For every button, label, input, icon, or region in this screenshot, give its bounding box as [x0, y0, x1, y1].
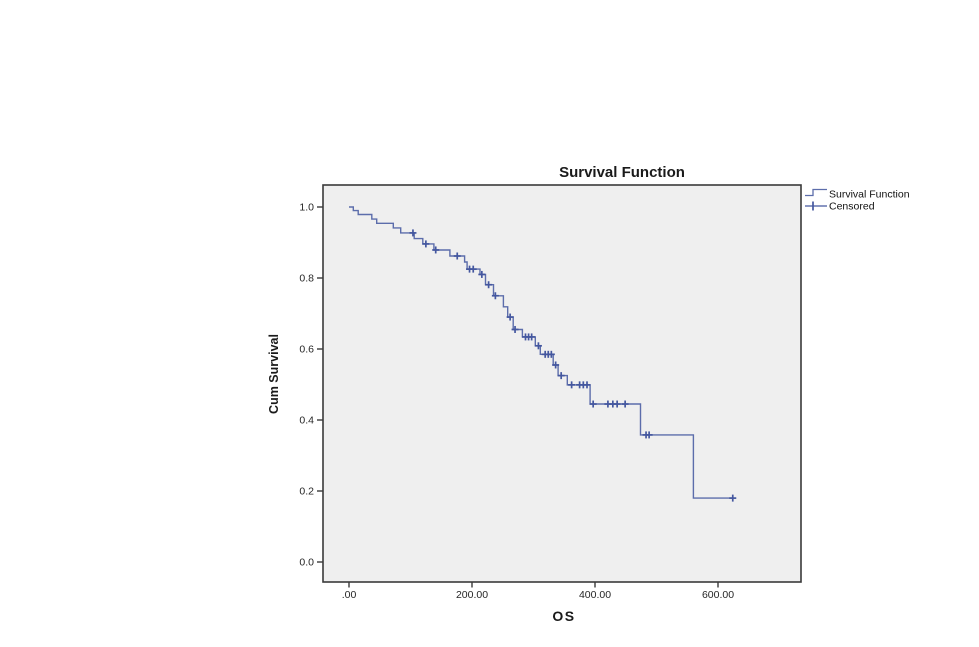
- y-tick-label: 0.8: [299, 273, 314, 285]
- legend-censored-label: Censored: [829, 201, 875, 213]
- legend: Survival Function Censored: [805, 189, 910, 213]
- x-axis: .00 200.00 400.00 600.00: [342, 582, 734, 601]
- x-axis-label: OS: [552, 608, 575, 624]
- y-axis-label: Cum Survival: [267, 334, 281, 414]
- chart-title: Survival Function: [559, 164, 685, 181]
- survival-step-path: [349, 206, 733, 499]
- y-tick-label: 0.4: [299, 415, 314, 427]
- x-tick-label: 600.00: [702, 589, 734, 601]
- plot-background: [323, 185, 801, 582]
- y-axis: 0.0 0.2 0.4 0.6 0.8 1.0: [299, 202, 323, 569]
- survival-curve: [349, 206, 733, 499]
- y-tick-label: 0.2: [299, 486, 314, 498]
- x-tick-label: 200.00: [456, 589, 488, 601]
- x-tick-label: 400.00: [579, 589, 611, 601]
- y-tick-label: 1.0: [299, 202, 314, 214]
- y-tick-label: 0.0: [299, 557, 314, 569]
- censored-marks: [409, 229, 737, 502]
- legend-survival-label: Survival Function: [829, 189, 910, 201]
- legend-censored-plus-icon: [805, 201, 827, 211]
- y-tick-label: 0.6: [299, 344, 314, 356]
- plot-border: [322, 184, 802, 583]
- x-tick-label: .00: [342, 589, 357, 601]
- legend-survival-step-icon: [805, 188, 827, 197]
